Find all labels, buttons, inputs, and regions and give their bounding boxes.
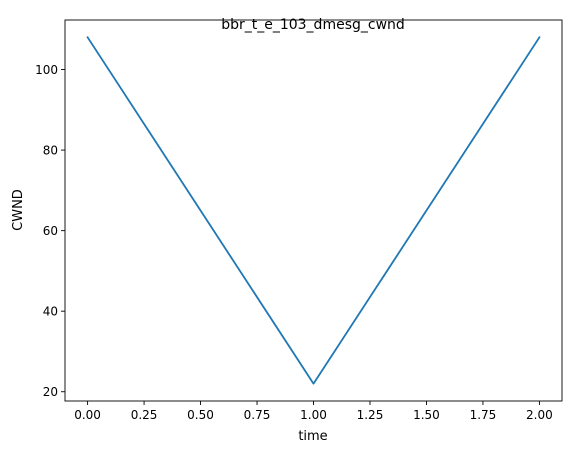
series-line-0: [86, 36, 541, 385]
x-tick-label: 1.75: [470, 408, 497, 422]
y-tick-label: 100: [35, 63, 58, 77]
y-axis-ticks: 20 40 60 80 100: [35, 63, 65, 399]
y-axis-label: CWND: [11, 189, 26, 231]
x-tick-label: 1.00: [300, 408, 327, 422]
x-tick-label: 0.25: [131, 408, 158, 422]
x-axis-label: time: [298, 429, 327, 444]
x-tick-label: 0.50: [187, 408, 214, 422]
x-tick-label: 1.25: [357, 408, 384, 422]
x-tick-label: 0.75: [244, 408, 271, 422]
y-tick-label: 40: [43, 305, 58, 319]
plot-area: 0.00 0.25 0.50 0.75 1.00 1.25 1.50 1.75 2.00 20 4…: [35, 19, 563, 422]
y-tick-label: 80: [43, 144, 58, 158]
y-tick-label: 60: [43, 224, 58, 238]
chart-title: bbr_t_e_103_dmesg_cwnd: [221, 17, 405, 33]
x-tick-label: 0.00: [74, 408, 101, 422]
series-layer: [86, 36, 541, 385]
x-tick-label: 1.50: [413, 408, 440, 422]
y-tick-label: 20: [43, 385, 58, 399]
plot-frame: [64, 19, 563, 402]
x-tick-label: 2.00: [526, 408, 553, 422]
x-axis-ticks: 0.00 0.25 0.50 0.75 1.00 1.25 1.50 1.75 2.00: [74, 401, 553, 422]
